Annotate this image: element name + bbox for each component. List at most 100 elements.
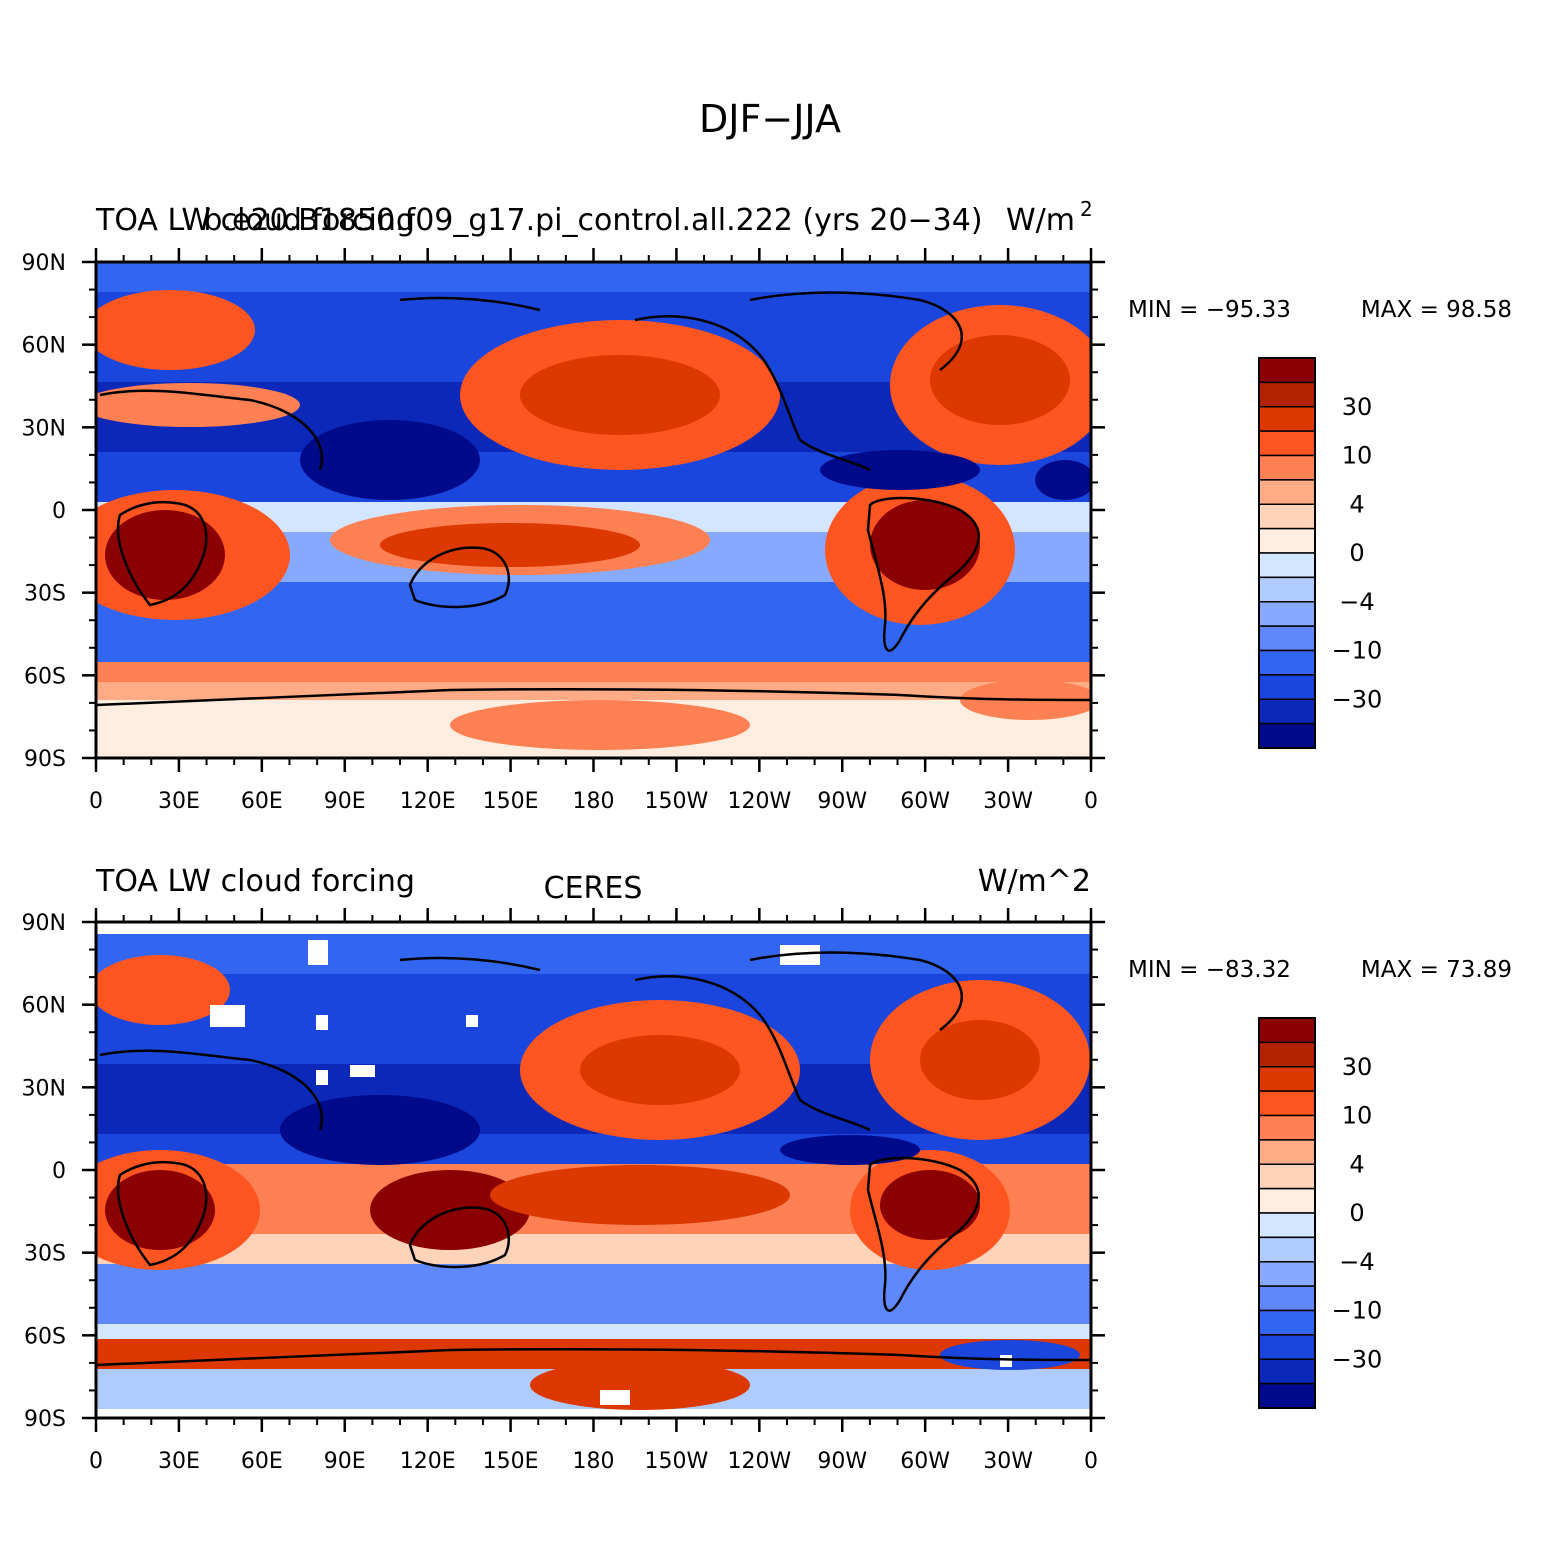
panel2-colorbar-swatch: [1258, 1017, 1316, 1044]
panel2-colorbar-swatch: [1258, 1090, 1316, 1117]
panel1-lat-label: 30S: [24, 582, 66, 607]
panel2-lon-label: 120E: [400, 1449, 456, 1474]
panel2-lon-label: 0: [89, 1449, 103, 1474]
panel2-colorbar: 30 10 4 0 −4 −10 −30: [1258, 1017, 1383, 1409]
panel1-lon-label: 120E: [400, 789, 456, 814]
panel2-colorbar-swatch: [1258, 1187, 1316, 1214]
panel1-min: MIN = −95.33: [1128, 297, 1291, 323]
panel-ceres: TOA LW cloud forcing CERES W/m^2: [22, 864, 1512, 1474]
panel2-lat-label: 30N: [22, 1076, 66, 1101]
panel1-colorbar-swatch: [1258, 552, 1316, 579]
panel2-map: 90N 60N 30N 0 30S 60S 90S 0 30E 60E 90E 120E 150E 180…: [22, 908, 1105, 1474]
panel2-ticks: 90N 60N 30N 0 30S 60S 90S 0 30E 60E 90E 120E 150E 180…: [22, 908, 1105, 1474]
panel1-units-sup: 2: [1080, 197, 1093, 221]
panel1-lon-label: 60E: [241, 789, 283, 814]
panel2-lon-label: 60W: [900, 1449, 950, 1474]
panel2-colorbar-label: −30: [1332, 1345, 1383, 1373]
panel1-colorbar-swatch: [1258, 576, 1316, 603]
panel1-colorbar-label: −10: [1332, 637, 1383, 665]
panel2-lat-label: 30S: [24, 1242, 66, 1267]
panel1-colorbar-label: 30: [1342, 393, 1373, 421]
panel1-lon-label: 120W: [727, 789, 791, 814]
panel1-lon-label: 150W: [645, 789, 709, 814]
panel1-colorbar-label: 4: [1349, 490, 1364, 518]
panel1-lon-label: 150E: [483, 789, 539, 814]
panel2-center-title: CERES: [544, 871, 643, 906]
panel1-colorbar-swatch: [1258, 601, 1316, 627]
panel1-colorbar-swatch: [1258, 357, 1316, 384]
panel2-lon-label: 150E: [483, 1449, 539, 1474]
panel2-colorbar-label: 10: [1342, 1102, 1373, 1130]
panel2-colorbar-swatch: [1258, 1382, 1316, 1409]
panel2-lat-label: 90S: [24, 1407, 66, 1432]
panel1-ticks: 90N 60N 30N 0 30S 60S 90S 0 30E 60E 90E 120E 150E 180…: [22, 248, 1105, 814]
panel2-colorbar-label: −10: [1332, 1297, 1383, 1325]
panel1-colorbar-swatch: [1258, 406, 1316, 432]
panel1-colorbar-swatch: [1258, 381, 1316, 408]
panel2-lon-label: 180: [573, 1449, 615, 1474]
panel-model: TOA LW cloud forcing b.e20.B1850.f09_g17…: [22, 197, 1512, 814]
panel2-lon-label: 30E: [158, 1449, 200, 1474]
panel1-colorbar-label: −30: [1332, 685, 1383, 713]
panel1-lat-label: 60N: [22, 334, 66, 359]
panel1-colorbar-frame: [1258, 357, 1316, 749]
panel2-lon-label: 30W: [983, 1449, 1033, 1474]
panel1-units-text: W/m: [1006, 203, 1075, 238]
panel1-lat-label: 90S: [24, 747, 66, 772]
panel2-colorbar-label: −4: [1339, 1248, 1374, 1276]
panel1-colorbar-swatch: [1258, 722, 1316, 749]
panel1-colorbar-swatch: [1258, 503, 1316, 530]
panel1-colorbar: 30 10 4 0 −4 −10 −30: [1258, 357, 1383, 749]
panel2-colorbar-swatch: [1258, 1285, 1316, 1312]
panel2-colorbar-label: 0: [1349, 1199, 1364, 1227]
panel2-colorbar-swatch: [1258, 1309, 1316, 1336]
panel2-lon-label: 90W: [817, 1449, 867, 1474]
panel2-max: MAX = 73.89: [1361, 957, 1512, 983]
panel1-colorbar-label: −4: [1339, 588, 1374, 616]
panel2-lon-label: 90E: [324, 1449, 366, 1474]
panel2-left-title: TOA LW cloud forcing: [95, 864, 415, 899]
panel2-min: MIN = −83.32: [1128, 957, 1291, 983]
panel2-colorbar-swatch: [1258, 1334, 1316, 1360]
panel1-colorbar-swatch: [1258, 479, 1316, 505]
panel1-lon-label: 30E: [158, 789, 200, 814]
panel1-lon-label: 90W: [817, 789, 867, 814]
panel2-colorbar-label: 30: [1342, 1053, 1373, 1081]
panel1-lat-label: 0: [52, 499, 66, 524]
panel2-colorbar-swatch: [1258, 1139, 1316, 1165]
panel2-colorbar-swatch: [1258, 1163, 1316, 1190]
panel2-colorbar-swatch: [1258, 1358, 1316, 1385]
panel1-left-title: TOA LW cloud forcing: [95, 203, 415, 238]
panel2-lon-label: 60E: [241, 1449, 283, 1474]
panel2-lon-label: 120W: [727, 1449, 791, 1474]
panel2-lat-label: 0: [52, 1159, 66, 1184]
panel1-max: MAX = 98.58: [1361, 297, 1512, 323]
panel1-lon-label: 180: [573, 789, 615, 814]
panel1-colorbar-swatch: [1258, 430, 1316, 457]
panel1-lon-label: 60W: [900, 789, 950, 814]
panel1-colorbar-swatch: [1258, 698, 1316, 725]
panel2-lat-label: 60S: [24, 1324, 66, 1349]
panel1-colorbar-label: 10: [1342, 442, 1373, 470]
panel1-lat-label: 30N: [22, 416, 66, 441]
panel2-colorbar-swatch: [1258, 1261, 1316, 1287]
panel2-lon-label: 0: [1084, 1449, 1098, 1474]
panel1-colorbar-swatch: [1258, 649, 1316, 676]
panel1-lon-label: 90E: [324, 789, 366, 814]
panel1-lat-label: 60S: [24, 664, 66, 689]
panel2-colorbar-swatch: [1258, 1041, 1316, 1068]
panel1-colorbar-swatch: [1258, 454, 1316, 481]
panel1-lon-label: 30W: [983, 789, 1033, 814]
panel2-colorbar-frame: [1258, 1017, 1316, 1409]
panel1-lat-label: 90N: [22, 251, 66, 276]
panel1-lon-label: 0: [89, 789, 103, 814]
panel2-lat-label: 90N: [22, 911, 66, 936]
panel2-colorbar-label: 4: [1349, 1150, 1364, 1178]
panel2-lat-label: 60N: [22, 994, 66, 1019]
panel2-colorbar-swatch: [1258, 1236, 1316, 1263]
panel1-lon-label: 0: [1084, 789, 1098, 814]
panel1-colorbar-label: 0: [1349, 539, 1364, 567]
panel2-units: W/m^2: [978, 864, 1091, 899]
panel1-center-title: b.e20.B1850.f09_g17.pi_control.all.222 (…: [203, 203, 982, 238]
